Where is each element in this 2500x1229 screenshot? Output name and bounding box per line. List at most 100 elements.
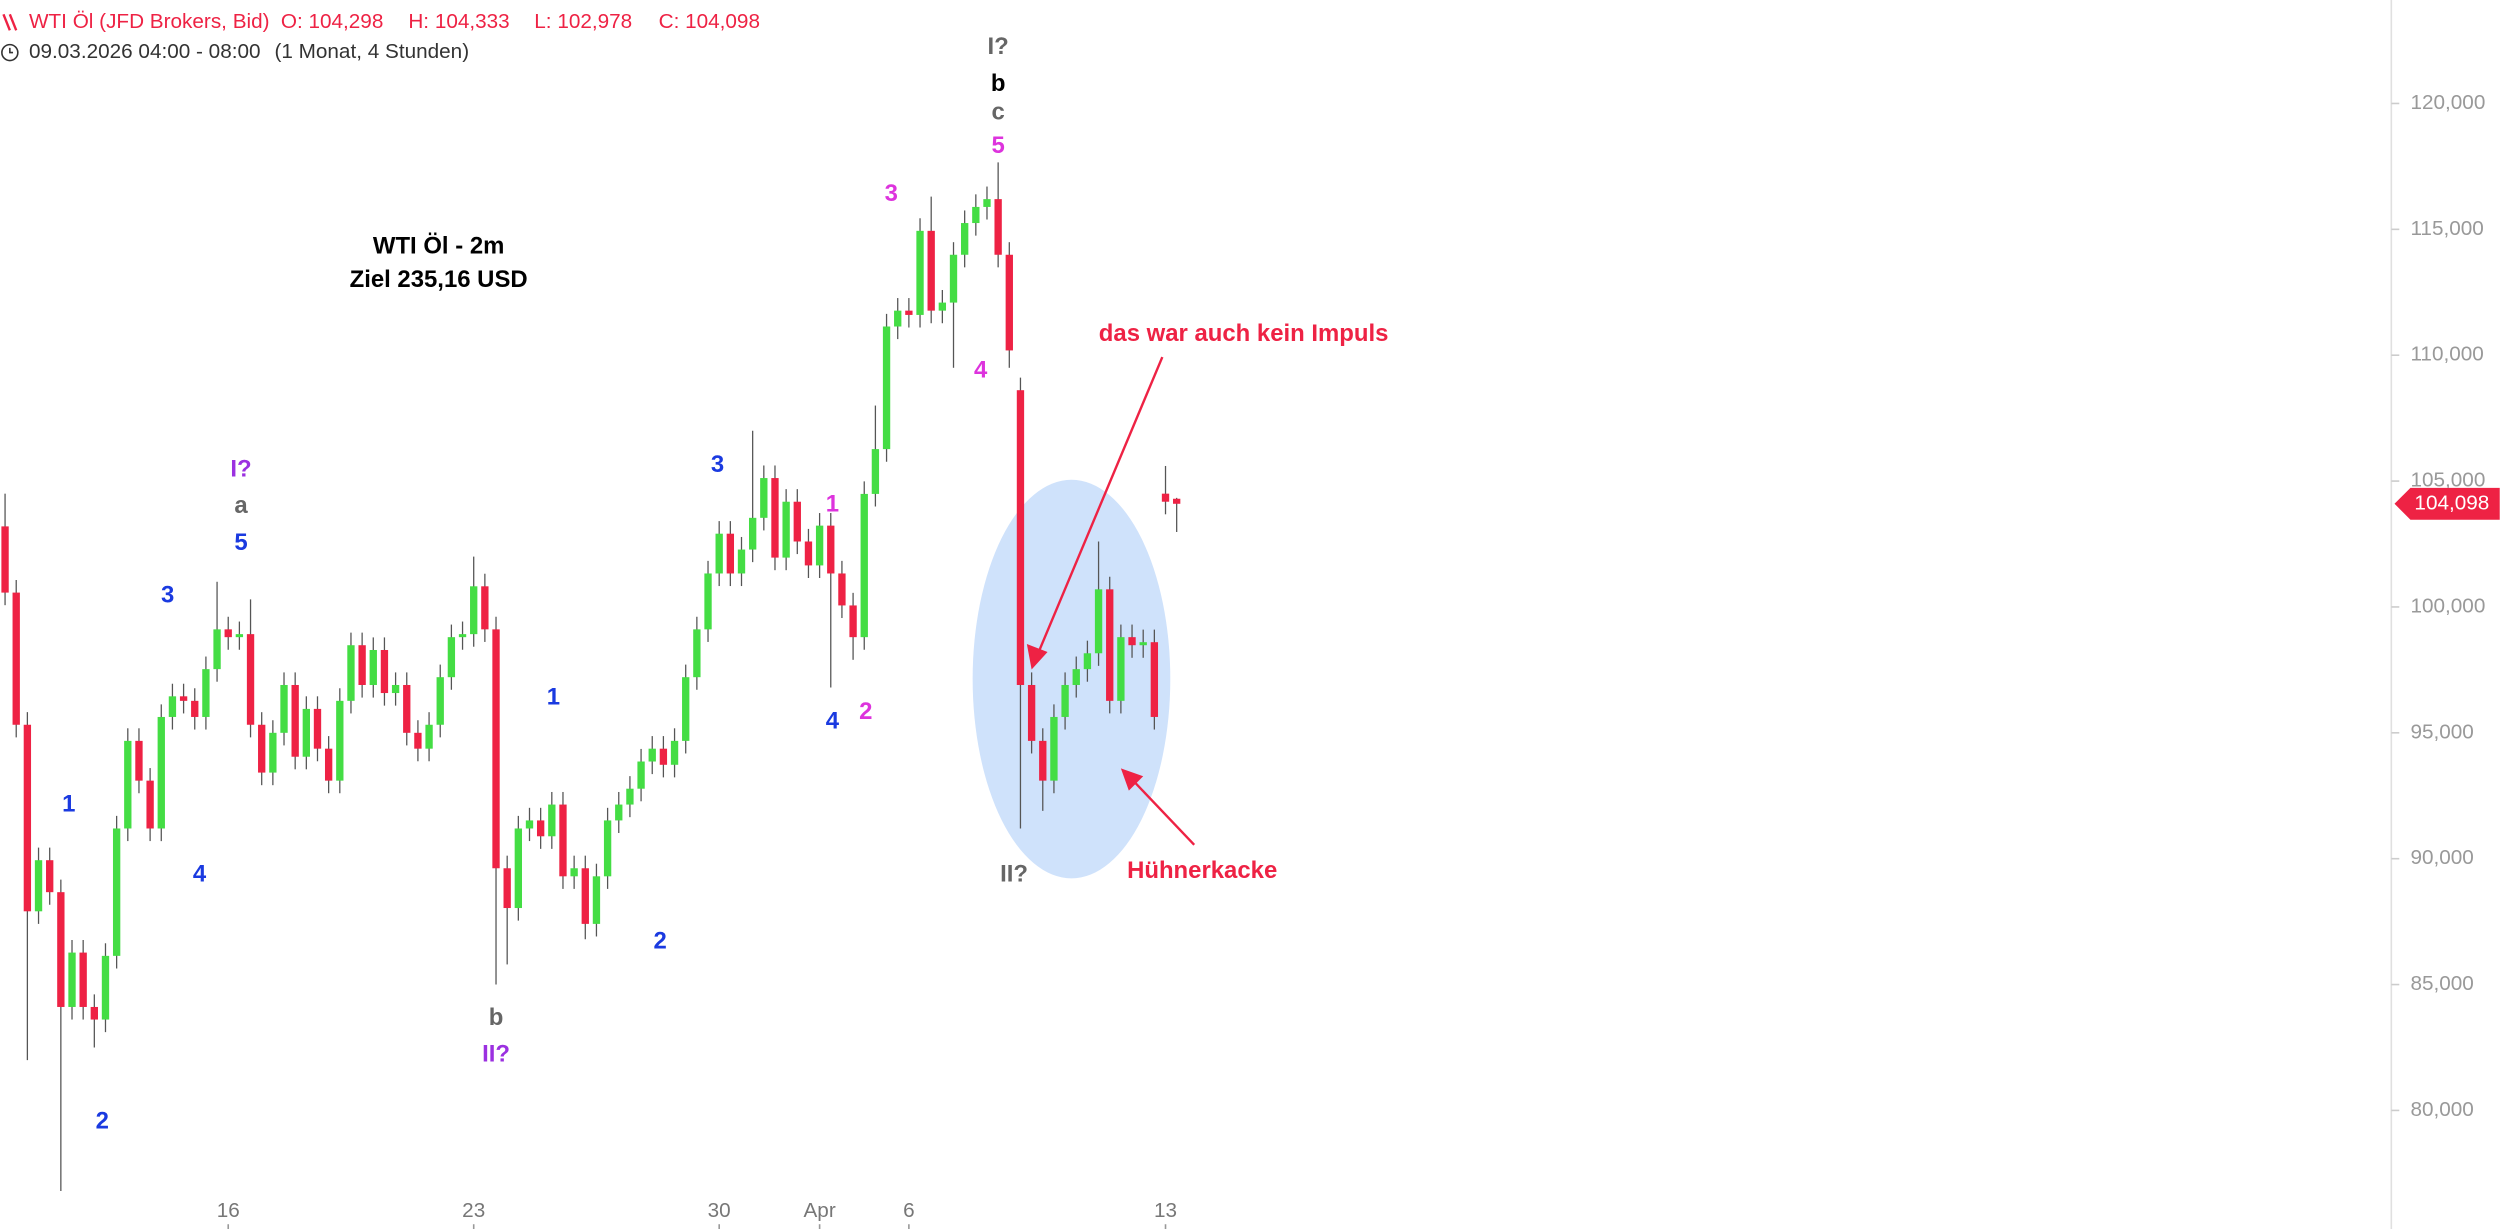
candle-body <box>90 1006 98 1020</box>
annotation: 3 <box>885 180 898 207</box>
arrow-head <box>1120 768 1144 791</box>
y-tick-label: 95,000 <box>2410 720 2473 743</box>
last-price-tag <box>2394 487 2500 520</box>
candle-body <box>961 223 969 255</box>
candle-body <box>525 820 534 829</box>
candle-body <box>1072 669 1080 685</box>
arrow-line <box>1036 356 1164 655</box>
annotation: 2 <box>859 698 872 725</box>
candle-body <box>570 868 578 877</box>
candle-body <box>1061 684 1069 717</box>
annotation: 3 <box>711 451 724 478</box>
annotation: b <box>991 70 1006 97</box>
y-tick-label: 115,000 <box>2410 217 2483 240</box>
candle-body <box>347 645 355 701</box>
x-tick-label: 23 <box>462 1199 485 1222</box>
candle-body <box>269 732 277 773</box>
candle-body <box>1150 642 1159 717</box>
candle-body <box>481 586 489 630</box>
candle-body <box>79 952 87 1007</box>
candle-body <box>503 868 511 909</box>
candle-body <box>1106 589 1114 701</box>
candle-body <box>414 732 422 749</box>
candle-body <box>1173 498 1181 504</box>
candle-body <box>815 525 824 566</box>
annotation: 3 <box>161 581 174 608</box>
candle-body <box>1050 716 1058 781</box>
candle-body <box>682 677 690 741</box>
candle-body <box>124 740 132 829</box>
candle-body <box>369 649 377 685</box>
annotation: II? <box>482 1041 510 1068</box>
interval: (1 Monat, 4 Stunden) <box>274 40 469 63</box>
y-tick-label: 80,000 <box>2410 1098 2473 1121</box>
annotation: 4 <box>826 707 840 734</box>
candle-body <box>447 637 456 678</box>
ohlc-low: L: 102,978 <box>534 10 632 33</box>
candle-body <box>905 310 913 315</box>
candle-body <box>179 696 188 701</box>
candle-body <box>258 724 266 773</box>
candle-body <box>536 820 545 837</box>
candle-body <box>726 533 735 574</box>
candle-body <box>46 860 54 893</box>
candle-body <box>983 199 991 207</box>
ohlc-close: C: 104,098 <box>659 10 760 33</box>
candle-body <box>1027 684 1036 741</box>
y-tick-label: 100,000 <box>2410 594 2485 617</box>
candle-body <box>737 549 746 574</box>
candle-body <box>135 740 143 781</box>
candle-body <box>626 788 634 805</box>
candle-body <box>514 828 523 909</box>
candle-body <box>57 892 65 1007</box>
annotation: b <box>489 1004 504 1031</box>
annotation: 1 <box>547 683 560 710</box>
x-tick-label: Apr <box>803 1199 835 1222</box>
candle-body <box>581 868 589 924</box>
arrow-line <box>1131 778 1196 846</box>
y-tick-label: 110,000 <box>2410 343 2483 366</box>
candle-body <box>112 828 121 956</box>
ohlc-open: O: 104,298 <box>281 10 384 33</box>
candle-body <box>559 804 567 877</box>
candle-body <box>615 804 623 821</box>
candle-body <box>693 629 701 678</box>
annotation: WTI Öl - 2m <box>373 232 504 259</box>
annotation: II? <box>1000 860 1028 887</box>
candle-body <box>927 230 935 311</box>
candle-body <box>235 634 244 638</box>
candle-body <box>704 573 712 630</box>
candle-body <box>213 629 221 670</box>
candle-body <box>280 684 288 733</box>
ohlc-high: H: 104,333 <box>408 10 509 33</box>
candle-body <box>336 700 344 781</box>
candle-body <box>191 700 199 717</box>
candle-body <box>157 716 165 829</box>
candle-body <box>324 748 333 781</box>
candle-body <box>23 724 32 912</box>
annotation: 5 <box>234 529 247 556</box>
candle-body <box>380 649 389 694</box>
candle-body <box>804 541 813 566</box>
candle-body <box>12 592 20 725</box>
annotation: das war auch kein Impuls <box>1099 320 1389 347</box>
candle-body <box>358 645 366 685</box>
candle-body <box>838 573 846 606</box>
candle-body <box>659 748 668 765</box>
candle-body <box>68 952 76 1007</box>
annotation: I? <box>230 456 251 483</box>
candle-body <box>1117 637 1125 701</box>
candle-body <box>1005 254 1013 351</box>
header: WTI Öl (JFD Brokers, Bid) O: 104,298 H: … <box>1 10 760 63</box>
candle-body <box>637 761 645 789</box>
candle-body <box>648 748 656 762</box>
highlight-ellipse <box>972 479 1171 879</box>
candle-body <box>291 684 299 757</box>
annotation: 5 <box>991 132 1004 159</box>
annotation: 2 <box>654 927 667 954</box>
candle-body <box>938 302 947 311</box>
symbol: WTI Öl (JFD Brokers, Bid) <box>29 10 270 33</box>
candle-body <box>972 206 980 224</box>
candle-body <box>603 820 612 877</box>
candle-body <box>224 629 232 638</box>
